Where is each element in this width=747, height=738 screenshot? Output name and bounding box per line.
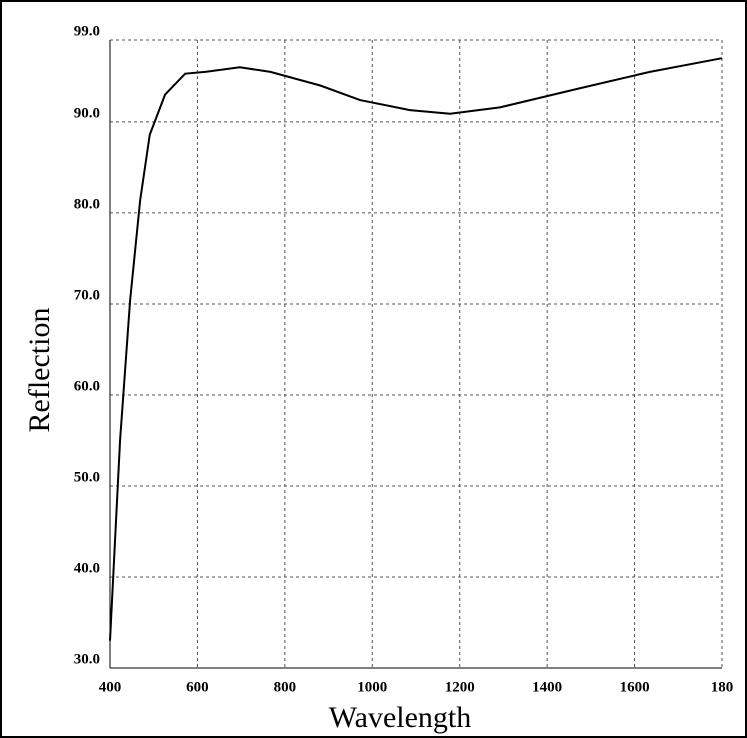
y-tick-label: 80.0 xyxy=(74,196,100,212)
x-tick-label: 1200 xyxy=(445,679,475,695)
x-tick-label: 1600 xyxy=(620,679,650,695)
line-series xyxy=(109,57,723,641)
y-axis-label: Reflection xyxy=(23,308,56,433)
y-tick-label: 60.0 xyxy=(74,378,100,394)
y-tick-label: 90.0 xyxy=(74,105,100,121)
x-tick-label: 600 xyxy=(186,679,209,695)
x-tick-label: 1000 xyxy=(357,679,387,695)
x-tick-label: 800 xyxy=(274,679,297,695)
y-tick-label: 40.0 xyxy=(74,560,100,576)
y-tick-label: 99.0 xyxy=(74,23,100,39)
y-tick-label: 70.0 xyxy=(74,287,100,303)
y-tick-label: 50.0 xyxy=(74,469,100,485)
x-axis-label: Wavelength xyxy=(329,701,472,734)
x-tick-label: 400 xyxy=(99,679,122,695)
x-tick-label: 1400 xyxy=(532,679,562,695)
x-tick-label: 180 xyxy=(711,679,734,695)
y-tick-label: 30.0 xyxy=(74,651,100,667)
